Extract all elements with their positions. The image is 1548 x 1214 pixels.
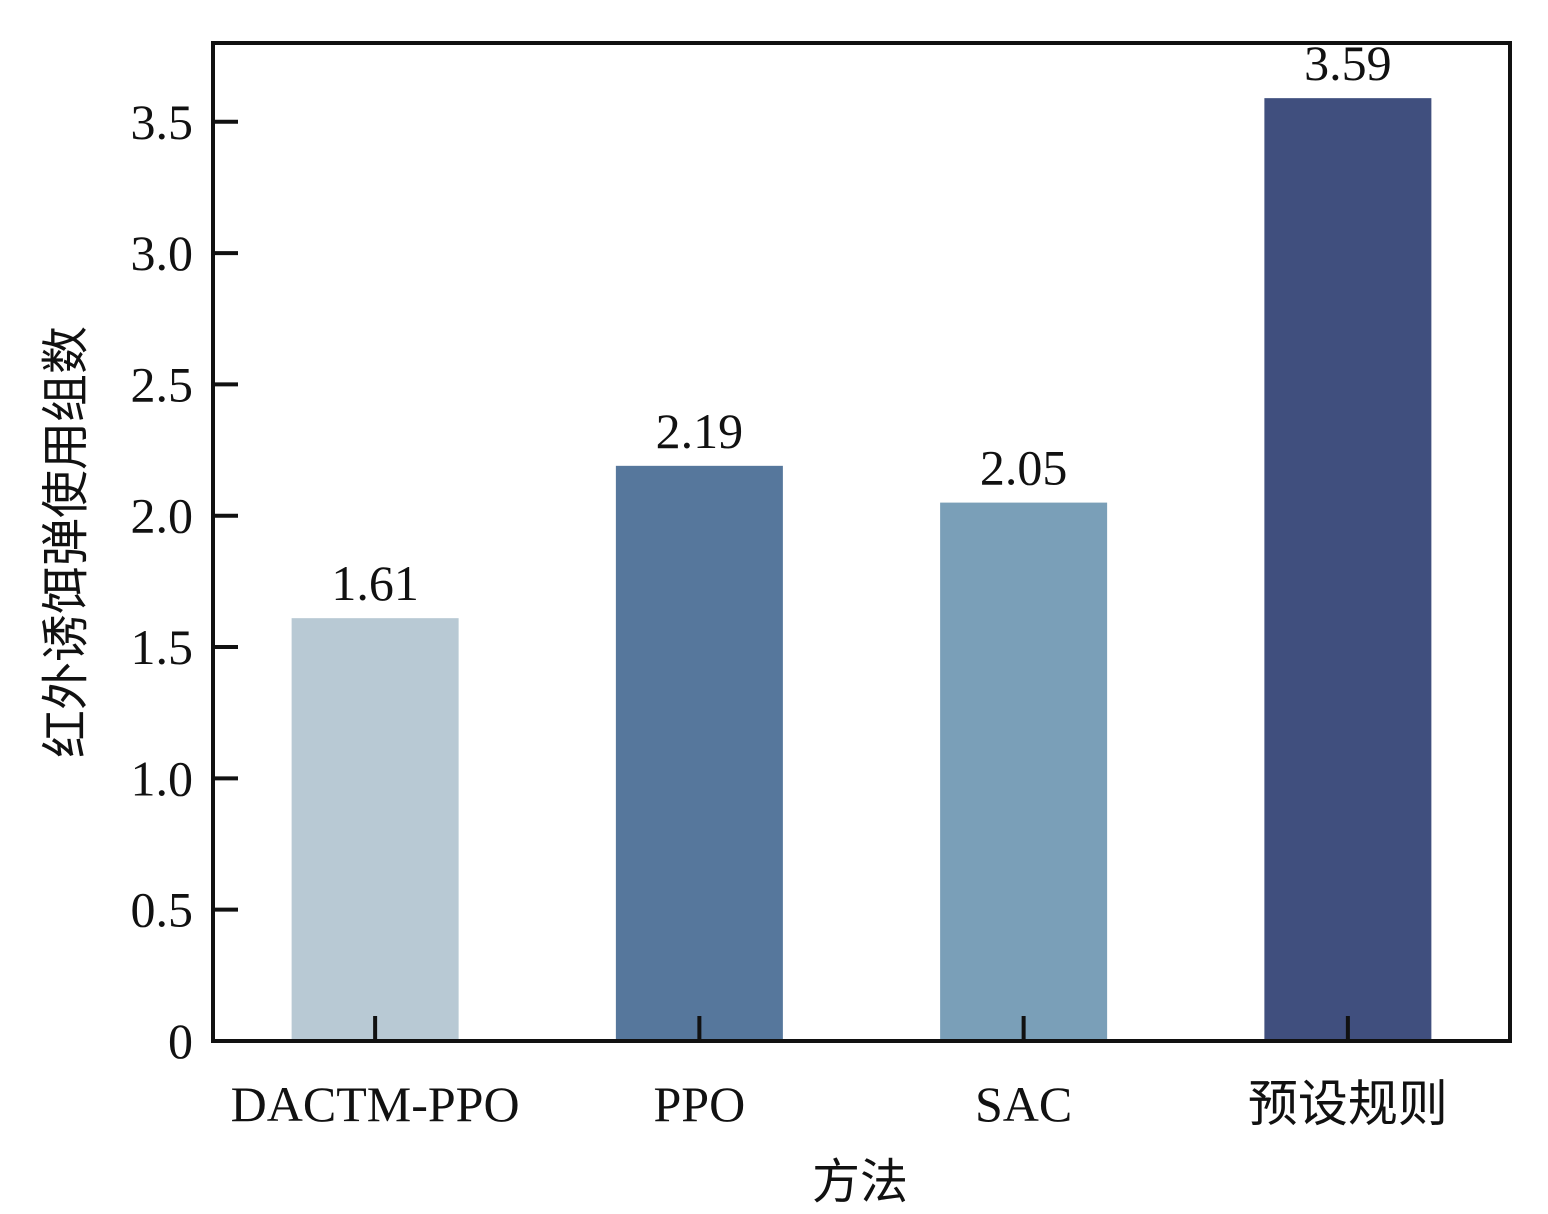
y-tick-label-0: 0 xyxy=(168,1013,193,1069)
y-tick-label-6: 3.0 xyxy=(131,225,194,281)
data-label-0: 1.61 xyxy=(331,555,419,611)
y-tick-label-2: 1.0 xyxy=(131,750,194,806)
data-label-1: 2.19 xyxy=(656,403,744,459)
x-axis-title: 方法 xyxy=(812,1154,908,1210)
x-tick-label-0: DACTM-PPO xyxy=(231,1076,520,1132)
x-tick-label-3: 预设规则 xyxy=(1248,1076,1448,1132)
y-tick-label-5: 2.5 xyxy=(131,356,194,412)
y-tick-label-1: 0.5 xyxy=(131,882,194,938)
y-tick-label-3: 1.5 xyxy=(131,619,194,675)
x-tick-label-2: SAC xyxy=(975,1076,1072,1132)
plot-frame xyxy=(211,41,1512,1043)
x-tick-label-1: PPO xyxy=(654,1076,746,1132)
data-label-2: 2.05 xyxy=(980,440,1068,496)
bar-0 xyxy=(291,618,459,1041)
bar-3 xyxy=(1264,98,1432,1041)
y-axis-title: 红外诱饵弹使用组数 xyxy=(38,326,94,758)
y-tick-label-4: 2.0 xyxy=(131,488,194,544)
bar-2 xyxy=(940,502,1108,1042)
y-tick-label-7: 3.5 xyxy=(131,94,194,150)
bar-1 xyxy=(615,465,783,1041)
